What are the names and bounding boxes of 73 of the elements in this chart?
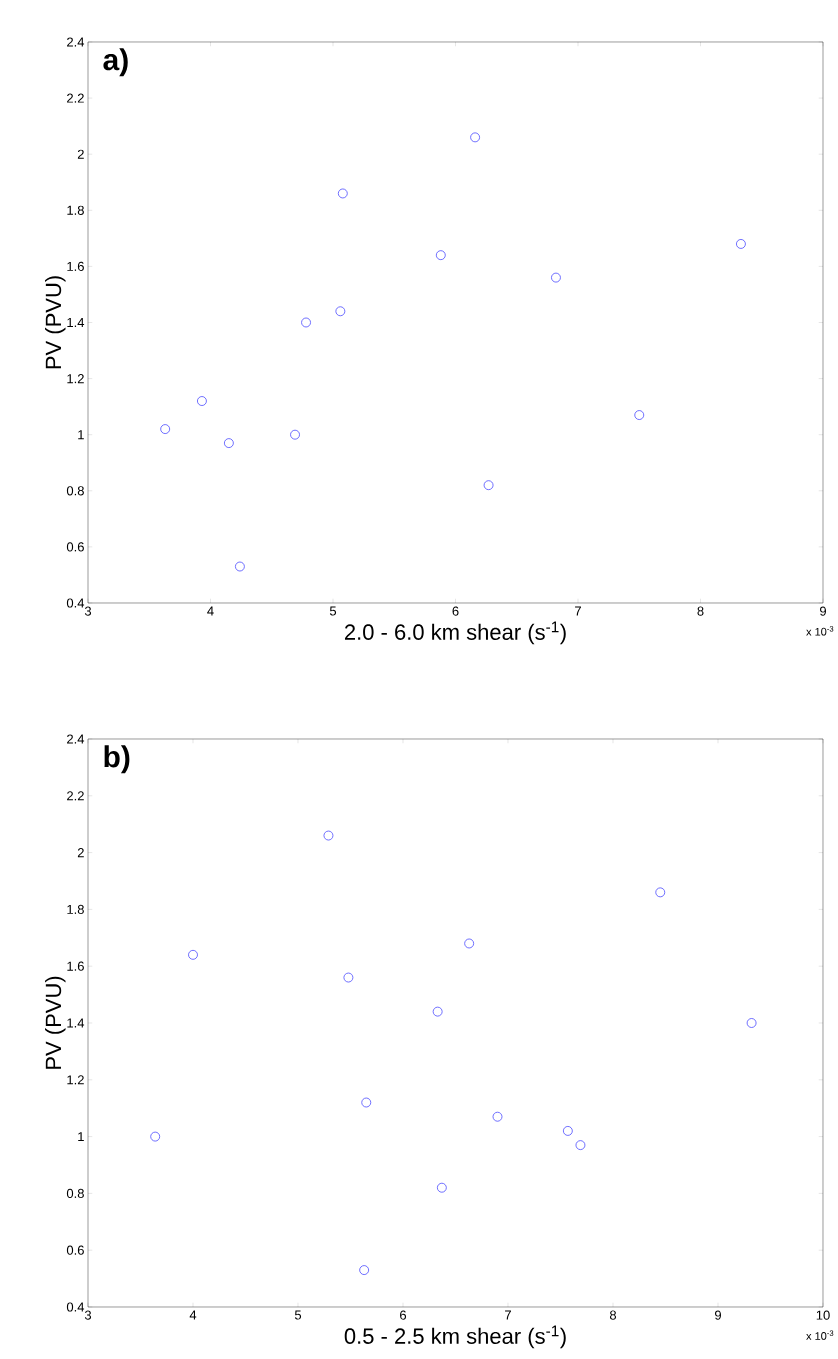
- annotation: b): [104, 745, 130, 774]
- point: [492, 1111, 503, 1122]
- x-tick-label: 3: [84, 606, 92, 616]
- x-tick-label: 9: [715, 1310, 721, 1320]
- point: [483, 480, 494, 491]
- x-tick-label: 8: [609, 1310, 617, 1320]
- y-tick-label: 2: [77, 848, 84, 858]
- point: [188, 949, 198, 960]
- y-tick-label: 2.2: [67, 93, 84, 103]
- x-tick-label: 6: [400, 1310, 407, 1320]
- x-tick-label: 5: [294, 1310, 302, 1320]
- point: [736, 239, 746, 249]
- y-tick-label: 1.2: [67, 374, 84, 384]
- point: [235, 561, 245, 572]
- x-tick-label: 7: [575, 606, 581, 616]
- point: [343, 972, 354, 983]
- point: [223, 438, 234, 448]
- x-tick-label: 7: [505, 1310, 511, 1320]
- point: [197, 396, 207, 406]
- y-tick-label: 1: [78, 1132, 84, 1142]
- point: [470, 132, 480, 143]
- point: [435, 250, 446, 261]
- y-tick-label: 2: [77, 149, 84, 159]
- point: [436, 1182, 447, 1193]
- x-tick-label: 5: [329, 606, 337, 616]
- annotation: a): [103, 48, 128, 77]
- point: [746, 1018, 757, 1028]
- y-tick-label: 1.8: [67, 904, 84, 914]
- y-axis-title: PV (PVU): [45, 976, 66, 1069]
- point: [323, 830, 334, 841]
- x-axis-title: 0.5 - 2.5 km shear (s$^{-1}$): [344, 1325, 566, 1349]
- point: [464, 938, 475, 949]
- x-tick-label: 4: [207, 606, 214, 616]
- y-axis-title: PV (PVU): [45, 276, 66, 369]
- y-tick-label: 1.6: [67, 261, 84, 271]
- point: [432, 1006, 443, 1017]
- text: x 10$^{-3}$: [806, 1330, 834, 1340]
- point: [655, 887, 666, 898]
- point: [575, 1140, 586, 1151]
- y-tick-label: 0.8: [66, 486, 84, 496]
- y-tick-label: 1.4: [67, 318, 85, 327]
- point: [551, 272, 561, 283]
- y-tick-label: 0.6: [66, 542, 84, 552]
- y-tick-label: 1.2: [67, 1075, 84, 1085]
- point: [361, 1097, 372, 1108]
- y-tick-label: 0.8: [66, 1188, 84, 1198]
- x-axis-title: 2.0 - 6.0 km shear (s$^{-1}$): [344, 621, 566, 645]
- point: [160, 424, 171, 434]
- point: [335, 306, 346, 317]
- point: [150, 1131, 161, 1142]
- point: [562, 1126, 573, 1136]
- y-tick-label: 1: [78, 430, 84, 440]
- y-tick-label: 2.2: [67, 791, 84, 801]
- y-tick-label: 0.4: [66, 1302, 85, 1312]
- point: [359, 1265, 370, 1275]
- point: [337, 188, 348, 199]
- text: x 10$^{-3}$: [806, 626, 834, 636]
- point: [301, 317, 311, 328]
- x-tick-label: 8: [697, 606, 704, 616]
- x-tick-label: 9: [820, 606, 827, 616]
- point: [290, 429, 300, 440]
- y-tick-label: 0.6: [66, 1245, 84, 1255]
- x-tick-label: 4: [189, 1310, 197, 1320]
- y-tick-label: 2.4: [67, 37, 85, 47]
- y-tick-label: 1.8: [67, 205, 84, 215]
- y-tick-label: 0.4: [66, 598, 85, 608]
- point: [634, 410, 645, 420]
- y-tick-label: 1.6: [67, 961, 84, 971]
- x-tick-label: 3: [84, 1310, 92, 1320]
- x-tick-label: 10: [816, 1310, 830, 1320]
- y-tick-label: 2.4: [67, 734, 85, 744]
- y-tick-label: 1.4: [67, 1018, 85, 1028]
- x-tick-label: 6: [452, 606, 459, 616]
